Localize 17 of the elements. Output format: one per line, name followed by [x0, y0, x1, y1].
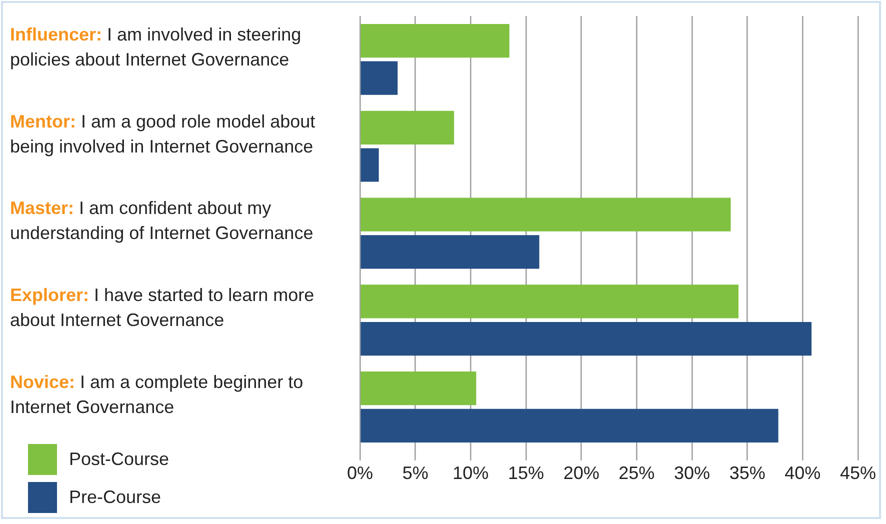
x-tick-label: 10%	[452, 463, 489, 484]
x-tick-label: 30%	[674, 463, 710, 484]
legend-label: Pre-Course	[69, 486, 162, 508]
legend-label: Post-Course	[69, 448, 170, 470]
y-tick-label: Influencer: I am involved in steering policies about Internet Governance	[10, 24, 302, 70]
y-tick-label: Master: I am confident about my understanding of Internet Governance	[10, 198, 314, 244]
y-tick-label: Mentor: I am a good role model about being involved in Internet Governance	[10, 111, 316, 156]
x-tick-label: 5%	[402, 463, 428, 484]
x-tick-label: 45%	[840, 463, 876, 484]
x-tick-label: 40%	[784, 463, 821, 484]
x-tick-label: 15%	[508, 463, 544, 484]
y-tick-label: Novice: I am a complete beginner to Internet Governance	[10, 372, 304, 417]
x-tick-label: 20%	[563, 463, 600, 484]
y-tick-label: Explorer: I have started to learn more about Internet Governance	[10, 285, 314, 330]
x-tick-label: 0%	[346, 463, 374, 484]
x-tick-label: 25%	[618, 463, 655, 484]
x-tick-label: 35%	[729, 463, 766, 484]
